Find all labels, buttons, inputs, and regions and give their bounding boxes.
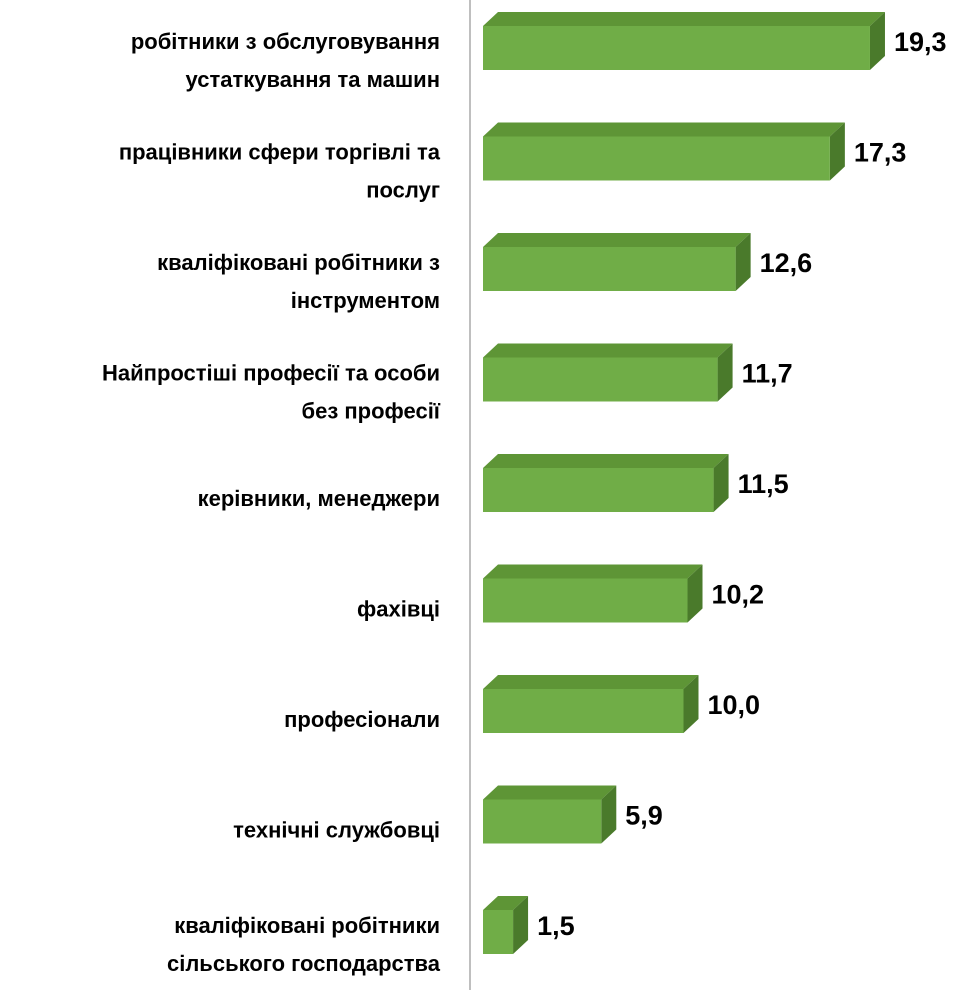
- bar: [483, 910, 514, 954]
- value-label: 19,3: [894, 27, 947, 57]
- bar-side: [717, 343, 733, 402]
- bar: [483, 578, 688, 623]
- category-label: технічні службовці: [233, 817, 440, 842]
- category-label: професіонали: [284, 707, 440, 732]
- bar: [483, 689, 684, 733]
- bar-side: [513, 896, 529, 954]
- bar: [483, 247, 736, 291]
- bar: [483, 26, 870, 70]
- category-label: Найпростіші професії та особи: [102, 360, 440, 385]
- bar-top: [483, 343, 733, 358]
- bar-top: [483, 122, 845, 137]
- bar-top: [483, 12, 885, 26]
- value-label: 17,3: [854, 138, 907, 168]
- bar-side: [829, 122, 845, 181]
- bar-top: [483, 896, 529, 910]
- category-label: робітники з обслуговування: [131, 29, 440, 54]
- bar: [483, 799, 602, 844]
- bar-side: [713, 454, 729, 512]
- category-label: послуг: [366, 177, 440, 202]
- value-label: 5,9: [625, 801, 663, 831]
- value-label: 11,7: [742, 359, 793, 389]
- bar-side: [735, 233, 751, 291]
- category-label: кваліфіковані робітники: [174, 913, 440, 938]
- bar-top: [483, 675, 699, 689]
- bar: [483, 357, 718, 402]
- category-label: кваліфіковані робітники з: [157, 250, 440, 275]
- bar-top: [483, 785, 617, 800]
- category-label: працівники сфери торгівлі та: [119, 139, 441, 164]
- bar-top: [483, 564, 703, 579]
- value-label: 1,5: [537, 911, 575, 941]
- bar-side: [869, 12, 885, 70]
- category-label: фахівці: [357, 596, 440, 621]
- category-label: інструментом: [291, 288, 440, 313]
- category-label: устаткування та машин: [186, 67, 440, 92]
- category-label: без професії: [302, 398, 441, 423]
- value-label: 10,0: [708, 690, 761, 720]
- bar: [483, 136, 830, 181]
- bar: [483, 468, 714, 512]
- category-label: керівники, менеджери: [198, 486, 440, 511]
- value-label: 10,2: [712, 580, 765, 610]
- value-label: 12,6: [760, 248, 813, 278]
- bar-side: [687, 564, 703, 623]
- bar-side: [683, 675, 699, 733]
- bar-top: [483, 233, 751, 247]
- bar-side: [601, 785, 617, 844]
- category-label: сільського господарства: [167, 951, 441, 976]
- value-label: 11,5: [738, 469, 789, 499]
- bar-top: [483, 454, 729, 468]
